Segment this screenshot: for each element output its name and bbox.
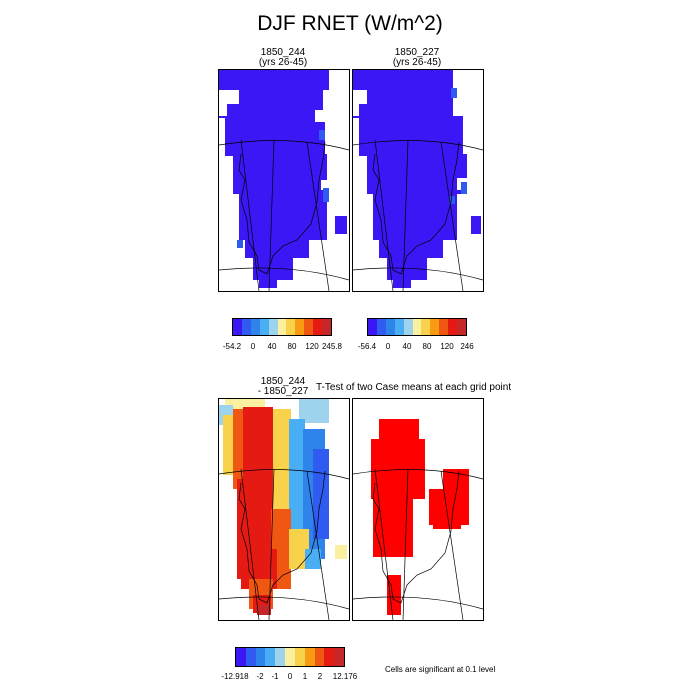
panel-1-years: (yrs 26-45) xyxy=(258,57,308,68)
cb2-label-5: 120 xyxy=(440,342,454,351)
cb3-swatch-11 xyxy=(334,648,344,666)
cb1-swatch-10 xyxy=(313,319,323,335)
cb2-swatch-1 xyxy=(368,319,377,335)
cb1-swatch-2 xyxy=(241,319,251,335)
cb2-swatch-11 xyxy=(457,319,466,335)
cb3-swatch-7 xyxy=(294,648,305,666)
cb2-swatch-6 xyxy=(412,319,422,335)
cb2-label-6: 246 xyxy=(460,342,474,351)
map-panel-3 xyxy=(218,398,350,621)
cb3-swatch-1 xyxy=(236,648,246,666)
cb1-swatch-5 xyxy=(268,319,278,335)
cb3-label-2: -2 xyxy=(256,672,264,681)
panel-2-years: (yrs 26-45) xyxy=(392,57,442,68)
cb1-label-3: 40 xyxy=(267,342,277,351)
cb2-swatch-3 xyxy=(385,319,395,335)
cb1-swatch-8 xyxy=(295,319,305,335)
map-2-graphic xyxy=(353,70,483,291)
colorbar-2 xyxy=(367,318,467,336)
cb1-label-5: 120 xyxy=(305,342,319,351)
cb3-label-6: 2 xyxy=(317,672,323,681)
panel-2-case: 1850_227 xyxy=(394,47,440,58)
panel-3-case-a: 1850_244 xyxy=(260,376,306,387)
map-1-graphic xyxy=(219,70,349,291)
cb3-swatch-2 xyxy=(245,648,256,666)
map-panel-4 xyxy=(352,398,484,621)
cb1-label-2: 0 xyxy=(250,342,256,351)
cb1-swatch-1 xyxy=(233,319,242,335)
map-panel-2 xyxy=(352,69,484,292)
cb3-label-4: 0 xyxy=(287,672,293,681)
cb2-label-2: 0 xyxy=(385,342,391,351)
cb2-swatch-5 xyxy=(403,319,413,335)
cb2-swatch-2 xyxy=(376,319,386,335)
panel-4-title: T-Test of two Case means at each grid po… xyxy=(316,382,512,393)
colorbar-3 xyxy=(235,647,345,667)
cb3-swatch-5 xyxy=(275,648,286,666)
map-panel-1 xyxy=(218,69,350,292)
cb3-label-5: 1 xyxy=(302,672,308,681)
panel-2-title: 1850_227 (yrs 26-45) xyxy=(352,48,482,68)
cb1-swatch-6 xyxy=(277,319,287,335)
cb1-swatch-7 xyxy=(286,319,296,335)
panel-1-title: 1850_244 (yrs 26-45) xyxy=(218,48,348,68)
figure-title: DJF RNET (W/m^2) xyxy=(257,12,443,35)
cb2-swatch-8 xyxy=(430,319,440,335)
cb2-label-3: 40 xyxy=(402,342,412,351)
map-4-graphic xyxy=(353,419,483,620)
cb1-label-4: 80 xyxy=(287,342,297,351)
cb3-swatch-6 xyxy=(285,648,295,666)
cb3-label-7: 12.176 xyxy=(332,672,358,681)
cb1-label-6: 245.8 xyxy=(321,342,343,351)
cb3-label-3: -1 xyxy=(271,672,279,681)
map-3-graphic xyxy=(219,399,349,620)
cb3-swatch-10 xyxy=(324,648,335,666)
cb2-swatch-9 xyxy=(439,319,449,335)
cb2-label-4: 80 xyxy=(422,342,432,351)
cb3-swatch-9 xyxy=(314,648,325,666)
cb1-swatch-3 xyxy=(250,319,260,335)
cb3-swatch-3 xyxy=(255,648,266,666)
cb1-swatch-11 xyxy=(322,319,331,335)
cb2-swatch-4 xyxy=(394,319,404,335)
cb1-swatch-4 xyxy=(259,319,269,335)
cb3-swatch-8 xyxy=(304,648,315,666)
significance-note: Cells are significant at 0.1 level xyxy=(385,665,496,674)
cb2-swatch-10 xyxy=(448,319,458,335)
panel-1-case: 1850_244 xyxy=(260,47,306,58)
cb2-label-1: -56.4 xyxy=(357,342,377,351)
cb1-label-1: -54.2 xyxy=(222,342,242,351)
cb3-swatch-4 xyxy=(265,648,276,666)
panel-3-title: 1850_244 - 1850_227 xyxy=(218,377,348,397)
cb3-label-1: -12.918 xyxy=(221,672,249,681)
panel-3-case-b: - 1850_227 xyxy=(257,386,309,397)
colorbar-1 xyxy=(232,318,332,336)
cb1-swatch-9 xyxy=(304,319,314,335)
cb2-swatch-7 xyxy=(421,319,431,335)
